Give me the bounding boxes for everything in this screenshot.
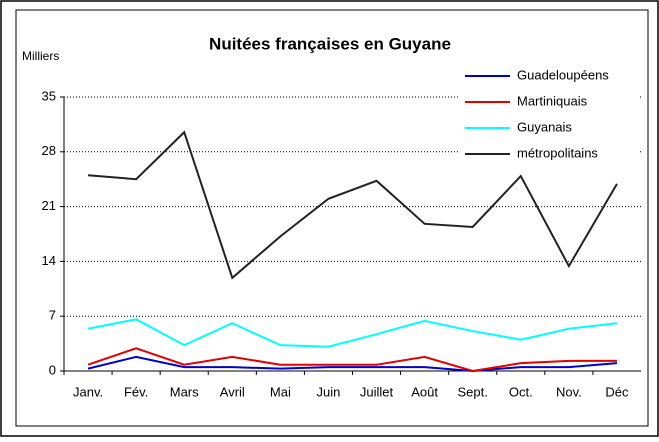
series-line — [87, 355, 618, 373]
x-tick-label: Nov. — [556, 384, 582, 399]
legend — [458, 60, 640, 170]
x-tick-label: Oct. — [509, 384, 533, 399]
series-line — [87, 130, 618, 280]
x-tick-label: Août — [411, 384, 438, 399]
x-tick-label: Juin — [317, 384, 341, 399]
legend-label: Martiniquais — [517, 93, 588, 108]
series-line — [87, 318, 618, 348]
legend-label: Guadeloupéens — [517, 67, 609, 82]
x-tick-label: Sept. — [458, 384, 488, 399]
legend-label: Guyanais — [517, 119, 572, 134]
y-tick-label: 21 — [42, 198, 56, 213]
series-line — [87, 347, 617, 373]
x-tick-label: Déc — [605, 384, 629, 399]
x-tick-label: Mai — [270, 384, 291, 399]
x-tick-label: Fév. — [124, 384, 148, 399]
y-tick-label: 14 — [42, 253, 56, 268]
chart-title: Nuitées françaises en Guyane — [209, 34, 451, 53]
chart-area — [15, 9, 649, 427]
y-tick-label: 35 — [42, 88, 56, 103]
y-tick-label: 0 — [49, 362, 56, 377]
y-axis-label: Milliers — [22, 49, 59, 63]
x-tick-label: Janv. — [73, 384, 103, 399]
x-tick-label: Mars — [170, 384, 199, 399]
x-tick-label: Juillet — [360, 384, 394, 399]
y-tick-label: 28 — [42, 143, 56, 158]
y-tick-label: 7 — [49, 308, 56, 323]
x-tick-label: Avril — [220, 384, 245, 399]
legend-label: métropolitains — [517, 145, 598, 160]
